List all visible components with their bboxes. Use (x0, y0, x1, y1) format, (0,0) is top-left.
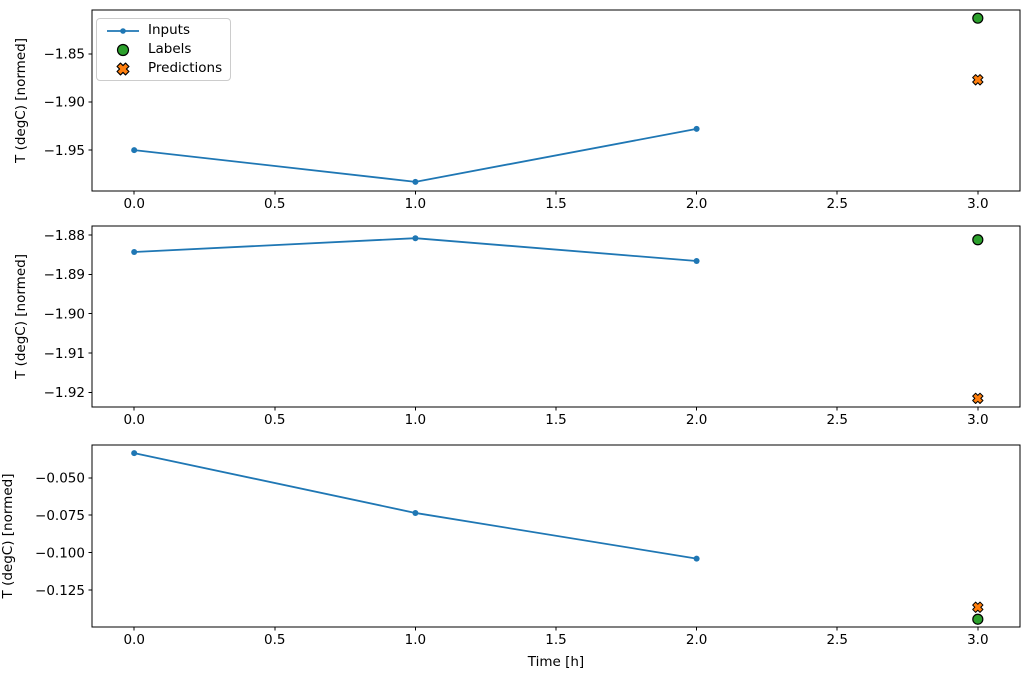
legend-x (116, 61, 130, 76)
x-tick-label: 0.0 (123, 632, 144, 648)
label-point (972, 12, 984, 24)
y-tick-label: −0.050 (35, 471, 85, 487)
y-tick-label: −1.95 (44, 143, 85, 159)
axes-frame (91, 9, 1021, 192)
x-tick-label: 2.5 (826, 196, 847, 212)
legend-marker-glyph (116, 61, 130, 76)
x-tick-label: 1.0 (405, 412, 426, 428)
axes-frame (91, 225, 1021, 408)
y-tick-label: −1.88 (44, 228, 85, 244)
inputs-point (131, 147, 138, 154)
y-axis-label: T (degC) [normed] (13, 254, 29, 380)
x-tick-label: 1.5 (545, 412, 566, 428)
legend-label-predictions: Predictions (148, 60, 223, 76)
inputs-point (412, 509, 419, 516)
x-tick-label: 0.5 (264, 196, 285, 212)
label-point (972, 234, 984, 246)
x-tick-label: 2.5 (826, 412, 847, 428)
y-tick-label: −1.89 (44, 267, 85, 283)
y-tick-label: −1.90 (44, 95, 85, 111)
x-tick-label: 0.5 (264, 632, 285, 648)
x-tick-label: 2.0 (686, 412, 707, 428)
x-tick-label: 1.0 (405, 196, 426, 212)
subplot-2: 0.0 0.5 1.0 1.5 2.0 2.5 3.0 −1.88 −1.89 −1.90 −1.9… (13, 225, 1021, 428)
y-tick-label: −0.100 (35, 545, 85, 561)
legend-marker-glyph (116, 43, 130, 56)
prediction-point (972, 601, 984, 613)
x-tick-label: 3.0 (967, 196, 988, 212)
prediction-point (972, 74, 984, 86)
y-tick-label: −1.90 (44, 307, 85, 323)
y-tick-label: −1.85 (44, 47, 85, 63)
x-tick-label: 0.0 (123, 412, 144, 428)
subplot-1: 0.0 0.5 1.0 1.5 2.0 2.5 3.0 −1.85 −1.90 −1.95 T (d… (13, 9, 1021, 212)
x-marker-icon (106, 60, 140, 78)
inputs-line (133, 452, 698, 560)
x-axis-label: Time [h] (527, 654, 584, 670)
inputs-point (693, 125, 700, 132)
prediction-point (972, 392, 984, 405)
inputs-point (131, 450, 138, 457)
circle-marker-icon (106, 41, 140, 59)
x-tick-label: 2.0 (686, 632, 707, 648)
y-tick-label: −0.075 (35, 508, 85, 524)
legend-dot (120, 27, 126, 34)
inputs-line (133, 237, 698, 262)
legend-label-labels: Labels (148, 41, 192, 57)
line-marker-icon (106, 22, 140, 40)
inputs-point (131, 248, 138, 255)
legend-item-predictions: Predictions (106, 59, 222, 78)
label-point (972, 613, 984, 625)
x-tick-label: 1.0 (405, 632, 426, 648)
x-tick-label: 0.0 (123, 196, 144, 212)
inputs-line (133, 128, 698, 183)
inputs-point (412, 178, 419, 185)
y-tick-label: −1.92 (44, 385, 85, 401)
y-tick-label: −1.91 (44, 346, 85, 362)
x-tick-label: 1.5 (545, 632, 566, 648)
inputs-point (412, 235, 419, 242)
y-axis-label: T (degC) [normed] (0, 474, 16, 600)
x-tick-label: 2.0 (686, 196, 707, 212)
inputs-point (693, 258, 700, 265)
x-tick-label: 2.5 (826, 632, 847, 648)
legend-circle (116, 43, 130, 56)
legend-item-inputs: Inputs (106, 21, 222, 40)
y-axis-label: T (degC) [normed] (13, 38, 29, 164)
legend-label-inputs: Inputs (148, 22, 190, 38)
subplot-3: 0.0 0.5 1.0 1.5 2.0 2.5 3.0 −0.050 −0.075 −0.100 −… (0, 444, 1021, 670)
x-tick-label: 0.5 (264, 412, 285, 428)
x-tick-label: 1.5 (545, 196, 566, 212)
x-tick-label: 3.0 (967, 632, 988, 648)
inputs-point (693, 555, 700, 562)
legend-item-labels: Labels (106, 40, 222, 59)
legend-marker-glyph (107, 27, 139, 34)
legend: Inputs Labels Predictions (96, 18, 232, 81)
x-tick-label: 3.0 (967, 412, 988, 428)
y-tick-label: −0.125 (35, 583, 85, 599)
